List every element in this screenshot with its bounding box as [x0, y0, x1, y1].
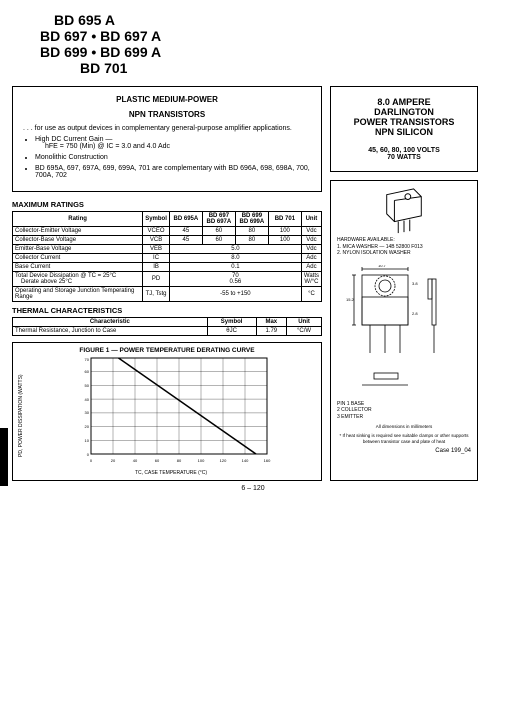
- max-ratings-heading: MAXIMUM RATINGS: [12, 200, 322, 209]
- figure-title: FIGURE 1 — POWER TEMPERATURE DERATING CU…: [17, 347, 317, 354]
- table-row: Emitter-Base VoltageVEB5.0Vdc: [13, 245, 322, 254]
- table-row: Base CurrentIB0.1Adc: [13, 263, 322, 272]
- table-header-row: Rating Symbol BD 695A BD 697 BD 697A BD …: [13, 212, 322, 227]
- svg-text:20: 20: [85, 424, 90, 429]
- svg-text:50: 50: [85, 383, 90, 388]
- watts-line: 70 WATTS: [337, 154, 471, 161]
- table-row: Collector CurrentIC8.0Adc: [13, 254, 322, 263]
- bullet-mono: Monolithic Construction: [35, 154, 311, 161]
- header-line-3: BD 699 • BD 699 A: [40, 44, 494, 60]
- derating-figure: FIGURE 1 — POWER TEMPERATURE DERATING CU…: [12, 342, 322, 481]
- bullet-line: hFE = 750 (Min) @ IC = 3.0 and 4.0 Adc: [45, 143, 311, 150]
- svg-text:10: 10: [85, 438, 90, 443]
- chart-x-label: TC, CASE TEMPERATURE (°C): [25, 470, 317, 476]
- header-line-2: BD 697 • BD 697 A: [40, 28, 494, 44]
- th-c1: BD 695A: [169, 212, 202, 227]
- svg-text:15.2: 15.2: [346, 297, 355, 302]
- power-line: POWER TRANSISTORS: [337, 117, 471, 127]
- package-box: HARDWARE AVAILABLE: 1. MICA WASHER — 14B…: [330, 180, 478, 481]
- darlington-line: DARLINGTON: [337, 107, 471, 117]
- svg-text:40: 40: [133, 458, 138, 463]
- page-number: 6 – 120: [12, 485, 494, 492]
- ratings-table: Rating Symbol BD 695A BD 697 BD 697A BD …: [12, 211, 322, 302]
- svg-text:0: 0: [87, 452, 90, 457]
- derating-chart: 0 10 20 30 40 50 60 70 0 20 40 60 80 100 120 140 160: [25, 356, 317, 466]
- header-line-4: BD 701: [80, 60, 494, 76]
- bullet-gain: High DC Current Gain — hFE = 750 (Min) @…: [35, 136, 311, 150]
- th-c2: BD 697 BD 697A: [202, 212, 235, 227]
- page-edge-tab: [0, 428, 8, 486]
- th-c3: BD 699 BD 699A: [235, 212, 268, 227]
- table-row: Total Device Dissipation @ TC = 25°CDera…: [13, 272, 322, 287]
- npn-line: NPN SILICON: [337, 127, 471, 137]
- table-row: Collector-Base VoltageVCB456080100Vdc: [13, 236, 322, 245]
- desc-title-2: NPN TRANSISTORS: [23, 110, 311, 119]
- table-header-row: CharacteristicSymbolMaxUnit: [13, 318, 322, 327]
- description-box: PLASTIC MEDIUM-POWER NPN TRANSISTORS . .…: [12, 86, 322, 192]
- th-unit: Unit: [301, 212, 321, 227]
- svg-text:60: 60: [85, 369, 90, 374]
- th-symbol: Symbol: [143, 212, 170, 227]
- package-outline-icon: 10.7 15.2 3.8 2.8: [337, 265, 471, 395]
- table-row: Thermal Resistance, Junction to CaseθJC1…: [13, 327, 322, 336]
- desc-intro: . . . for use as output devices in compl…: [23, 125, 311, 132]
- bullet-complement: BD 695A, 697, 697A, 699, 699A, 701 are c…: [35, 165, 311, 179]
- svg-text:40: 40: [85, 397, 90, 402]
- part-number-header: BD 695 A BD 697 • BD 697 A BD 699 • BD 6…: [40, 12, 494, 76]
- svg-text:70: 70: [85, 357, 90, 362]
- svg-text:160: 160: [264, 458, 271, 463]
- table-row: Operating and Storage Junction Temperati…: [13, 287, 322, 302]
- volts-line: 45, 60, 80, 100 VOLTS: [337, 147, 471, 154]
- svg-text:10.7: 10.7: [378, 265, 387, 268]
- svg-text:0: 0: [90, 458, 93, 463]
- svg-text:20: 20: [111, 458, 116, 463]
- table-row: Collector-Emitter VoltageVCEO456080100Vd…: [13, 227, 322, 236]
- thermal-table: CharacteristicSymbolMaxUnit Thermal Resi…: [12, 317, 322, 336]
- thermal-heading: THERMAL CHARACTERISTICS: [12, 306, 322, 315]
- chart-y-label: PD, POWER DISSIPATION (WATTS): [17, 356, 25, 476]
- pin-line: 3 EMITTER: [337, 414, 471, 421]
- svg-text:120: 120: [220, 458, 227, 463]
- svg-text:140: 140: [242, 458, 249, 463]
- desc-title-1: PLASTIC MEDIUM-POWER: [23, 95, 311, 104]
- svg-text:2.8: 2.8: [412, 311, 418, 316]
- hardware-note: HARDWARE AVAILABLE: 1. MICA WASHER — 14B…: [337, 237, 471, 257]
- svg-text:3.8: 3.8: [412, 281, 418, 286]
- package-3d-icon: [337, 187, 471, 235]
- header-line-1: BD 695 A: [54, 12, 494, 28]
- amps-line: 8.0 AMPERE: [337, 97, 471, 107]
- th-rating: Rating: [13, 212, 143, 227]
- svg-text:100: 100: [198, 458, 205, 463]
- dim-note: All dimensions in millimeters: [337, 424, 471, 429]
- bullet-line: High DC Current Gain —: [35, 136, 311, 143]
- summary-box: 8.0 AMPERE DARLINGTON POWER TRANSISTORS …: [330, 86, 478, 172]
- svg-text:30: 30: [85, 410, 90, 415]
- pin-legend: PIN 1 BASE 2 COLLECTOR 3 EMITTER: [337, 401, 471, 421]
- footnote: * If heat sinking is required see suitab…: [337, 433, 471, 444]
- svg-text:80: 80: [177, 458, 182, 463]
- hw-line: 2. NYLON ISOLATION WASHER: [337, 250, 471, 257]
- case-id: Case 199_04: [337, 448, 471, 454]
- th-c4: BD 701: [268, 212, 301, 227]
- svg-text:60: 60: [155, 458, 160, 463]
